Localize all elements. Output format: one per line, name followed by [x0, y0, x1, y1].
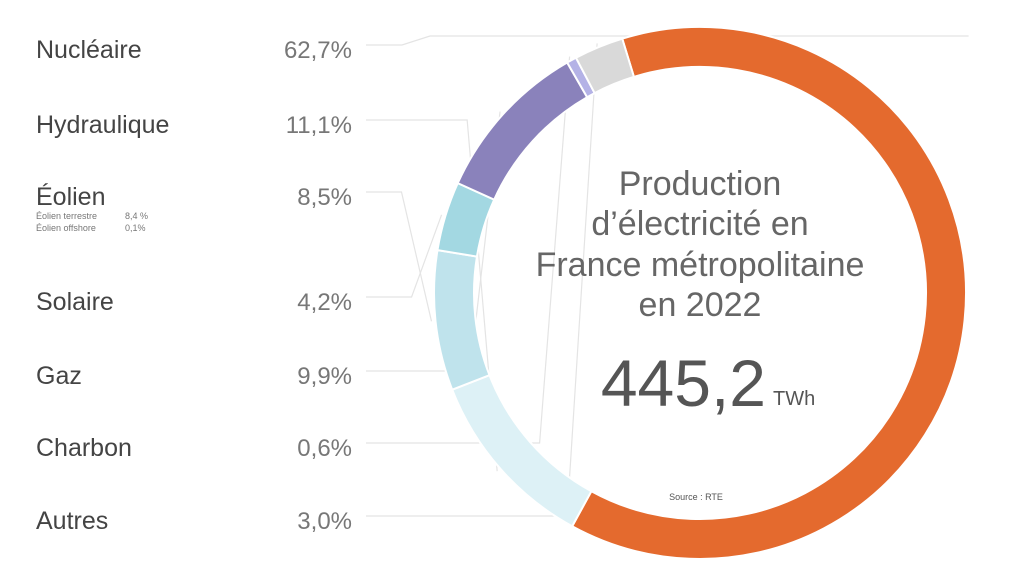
legend-label-charbon: Charbon — [36, 434, 132, 462]
leader-line-eolien — [366, 191, 433, 322]
leader-line-hydraulique — [366, 119, 498, 472]
donut-slice-nucleaire — [570, 26, 967, 560]
legend-sublabel-eolien-terrestre: Éolien terrestre — [36, 211, 97, 221]
legend-subvalue-eolien-offshore: 0,1% — [125, 223, 146, 233]
leader-line-solaire — [366, 214, 443, 298]
legend-value-eolien: 8,5% — [297, 184, 352, 211]
legend-label-eolien: Éolien — [36, 182, 106, 211]
center-label: Production d’électricité en France métro… — [536, 165, 865, 502]
donut-slice-hydraulique — [450, 373, 593, 528]
legend-value-solaire: 4,2% — [297, 289, 352, 316]
donut-slice-gaz — [456, 61, 589, 201]
donut-ring — [433, 26, 967, 560]
leader-line-charbon — [366, 56, 571, 444]
total-unit: TWh — [773, 388, 815, 410]
legend-label-nucleaire: Nucléaire — [36, 36, 142, 64]
donut-slice-autres — [574, 37, 636, 95]
total-value: 445,2 — [601, 346, 766, 420]
title-line-4: en 2022 — [639, 286, 762, 324]
title-line-1: Production — [619, 165, 782, 203]
legend-value-hydraulique: 11,1% — [286, 112, 352, 139]
legend-label-solaire: Solaire — [36, 288, 114, 316]
title-line-3: France métropolitaine — [536, 246, 865, 284]
legend: Nucléaire 62,7% Hydraulique 11,1% Éolien 8,5%… — [36, 36, 352, 535]
legend-label-hydraulique: Hydraulique — [36, 111, 169, 139]
legend-value-autres: 3,0% — [297, 508, 352, 535]
title-line-2: d’électricité en — [591, 205, 808, 243]
legend-label-gaz: Gaz — [36, 362, 82, 390]
legend-subvalue-eolien-terrestre: 8,4 % — [125, 211, 148, 221]
legend-label-autres: Autres — [36, 507, 108, 535]
legend-value-nucleaire: 62,7% — [284, 37, 352, 64]
legend-value-gaz: 9,9% — [297, 363, 352, 390]
legend-sublabel-eolien-offshore: Éolien offshore — [36, 223, 96, 233]
source-note: Source : RTE — [669, 492, 723, 502]
legend-value-charbon: 0,6% — [297, 435, 352, 462]
